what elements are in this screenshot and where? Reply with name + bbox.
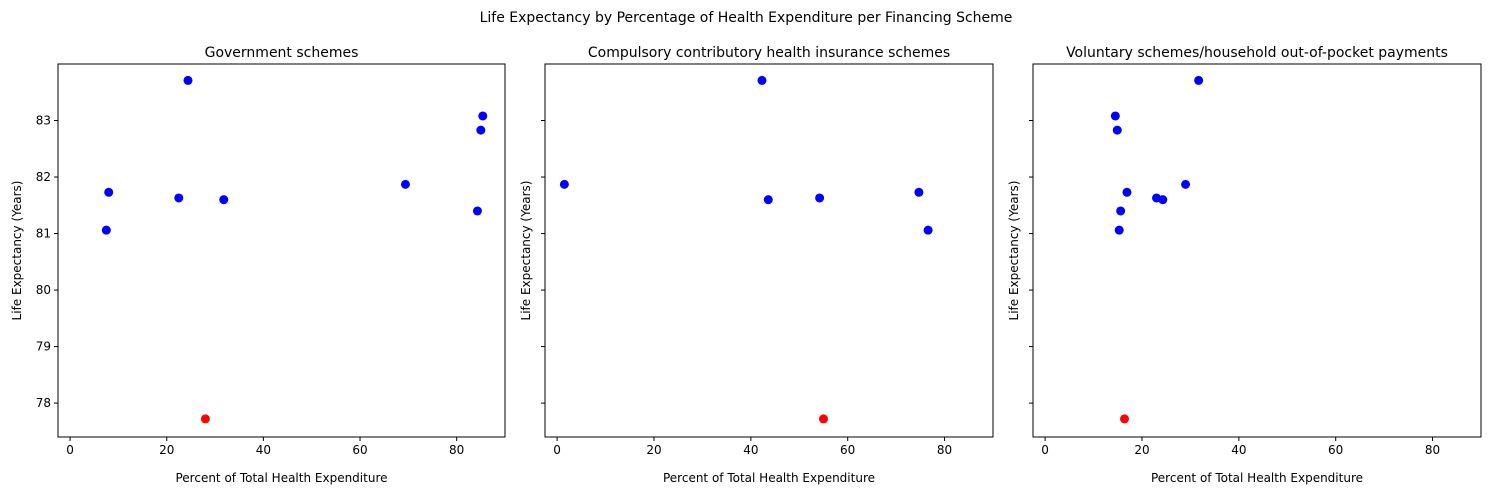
panel-title: Compulsory contributory health insurance… xyxy=(588,45,950,61)
highlight-point xyxy=(200,414,210,424)
data-point xyxy=(400,179,410,189)
axes-frame xyxy=(544,63,994,438)
data-point xyxy=(478,111,488,121)
data-point xyxy=(1158,195,1168,205)
y-axis-label: Life Expectancy (Years) xyxy=(519,181,533,321)
y-tick-label: 83 xyxy=(36,114,51,128)
x-tick-label: 20 xyxy=(646,443,661,457)
x-tick-label: 60 xyxy=(840,443,855,457)
highlight-point xyxy=(1120,414,1130,424)
scatter-panel-1: Government schemes 0 20 40 60 80 78 79 80 81 82 83 P… xyxy=(10,45,506,485)
highlight-point xyxy=(818,414,828,424)
y-axis-label: Life Expectancy (Years) xyxy=(1007,181,1021,321)
y-tick-label: 78 xyxy=(36,396,51,410)
scatter-panel-2: Compulsory contributory health insurance… xyxy=(519,45,994,485)
x-tick-label: 40 xyxy=(1231,443,1246,457)
x-tick-label: 80 xyxy=(1425,443,1440,457)
data-point xyxy=(183,75,193,85)
data-point xyxy=(1112,125,1122,135)
axes-frame xyxy=(57,63,506,438)
panel-title: Voluntary schemes/household out-of-pocke… xyxy=(1066,45,1448,61)
data-point xyxy=(559,179,569,189)
figure-title: Life Expectancy by Percentage of Health … xyxy=(480,10,1013,26)
x-tick-label: 0 xyxy=(553,443,561,457)
y-axis-label: Life Expectancy (Years) xyxy=(10,181,24,321)
data-point xyxy=(1110,111,1120,121)
data-point xyxy=(815,193,825,203)
x-tick-label: 80 xyxy=(937,443,952,457)
axes-frame xyxy=(1032,63,1482,438)
x-axis-label: Percent of Total Health Expenditure xyxy=(175,471,387,485)
x-axis-label: Percent of Total Health Expenditure xyxy=(663,471,875,485)
x-tick-label: 80 xyxy=(449,443,464,457)
data-point xyxy=(1194,75,1204,85)
x-tick-label: 20 xyxy=(1134,443,1149,457)
x-axis-label: Percent of Total Health Expenditure xyxy=(1151,471,1363,485)
y-tick-label: 81 xyxy=(36,227,51,241)
data-point xyxy=(1114,225,1124,235)
data-point xyxy=(104,187,114,197)
x-tick-label: 0 xyxy=(1041,443,1049,457)
data-point xyxy=(1116,206,1126,216)
data-point xyxy=(174,193,184,203)
scatter-panel-3: Voluntary schemes/household out-of-pocke… xyxy=(1007,45,1482,485)
x-tick-label: 0 xyxy=(66,443,74,457)
data-point xyxy=(472,206,482,216)
panels: Government schemes 0 20 40 60 80 78 79 80 81 82 83 P… xyxy=(10,45,1482,485)
x-tick-label: 20 xyxy=(159,443,174,457)
y-tick-label: 80 xyxy=(36,283,51,297)
data-point xyxy=(219,195,229,205)
data-point xyxy=(757,75,767,85)
data-point xyxy=(763,195,773,205)
panel-title: Government schemes xyxy=(205,45,359,61)
y-tick-label: 82 xyxy=(36,170,51,184)
data-point xyxy=(1122,187,1132,197)
data-point xyxy=(476,125,486,135)
x-tick-label: 40 xyxy=(256,443,271,457)
data-point xyxy=(914,187,924,197)
x-tick-label: 60 xyxy=(352,443,367,457)
data-point xyxy=(923,225,933,235)
x-tick-label: 40 xyxy=(743,443,758,457)
y-tick-label: 79 xyxy=(36,340,51,354)
x-tick-label: 60 xyxy=(1328,443,1343,457)
data-point xyxy=(101,225,111,235)
data-point xyxy=(1181,179,1191,189)
